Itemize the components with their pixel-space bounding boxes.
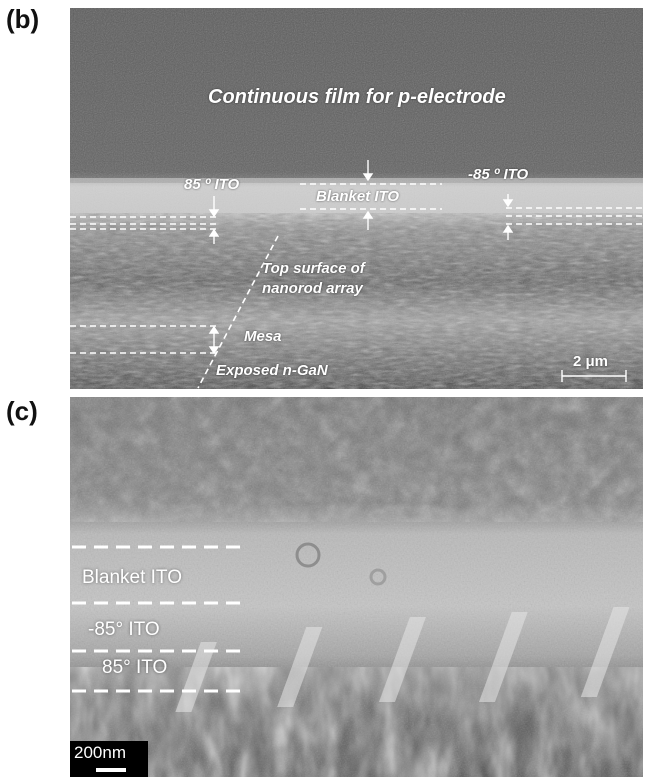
scale-bar-c: 200nm	[70, 741, 148, 777]
top-surface-label-line1: Top surface of	[262, 260, 365, 277]
ito-85-label: 85 º ITO	[184, 176, 240, 193]
sem-image-panel-c: Blanket ITO -85° ITO 85° ITO 200nm	[70, 397, 643, 777]
panel-c-label: (c)	[6, 396, 38, 426]
panel-b-label: (b)	[6, 4, 40, 34]
sem-texture-b	[70, 8, 643, 389]
top-surface-label-line2: nanorod array	[262, 280, 363, 297]
scale-bar-label-c: 200nm	[74, 743, 126, 762]
sem-texture-c	[70, 397, 643, 777]
sem-image-panel-b: Continuous film for p-electrode 85 º ITO…	[70, 8, 643, 389]
blanket-ito-label: Blanket ITO	[316, 188, 400, 205]
scale-bar-line-c	[96, 768, 126, 772]
ito-minus85-label-c: -85° ITO	[88, 619, 160, 640]
ito-85-label-c: 85° ITO	[102, 657, 168, 678]
exposed-n-gan-label: Exposed n-GaN	[216, 362, 328, 379]
scale-bar-label-b: 2 μm	[573, 353, 609, 370]
ito-minus85-label: -85 º ITO	[468, 166, 529, 183]
blanket-ito-label-c: Blanket ITO	[82, 567, 182, 588]
continuous-film-label: Continuous film for p-electrode	[208, 86, 506, 108]
mesa-label: Mesa	[244, 328, 282, 345]
